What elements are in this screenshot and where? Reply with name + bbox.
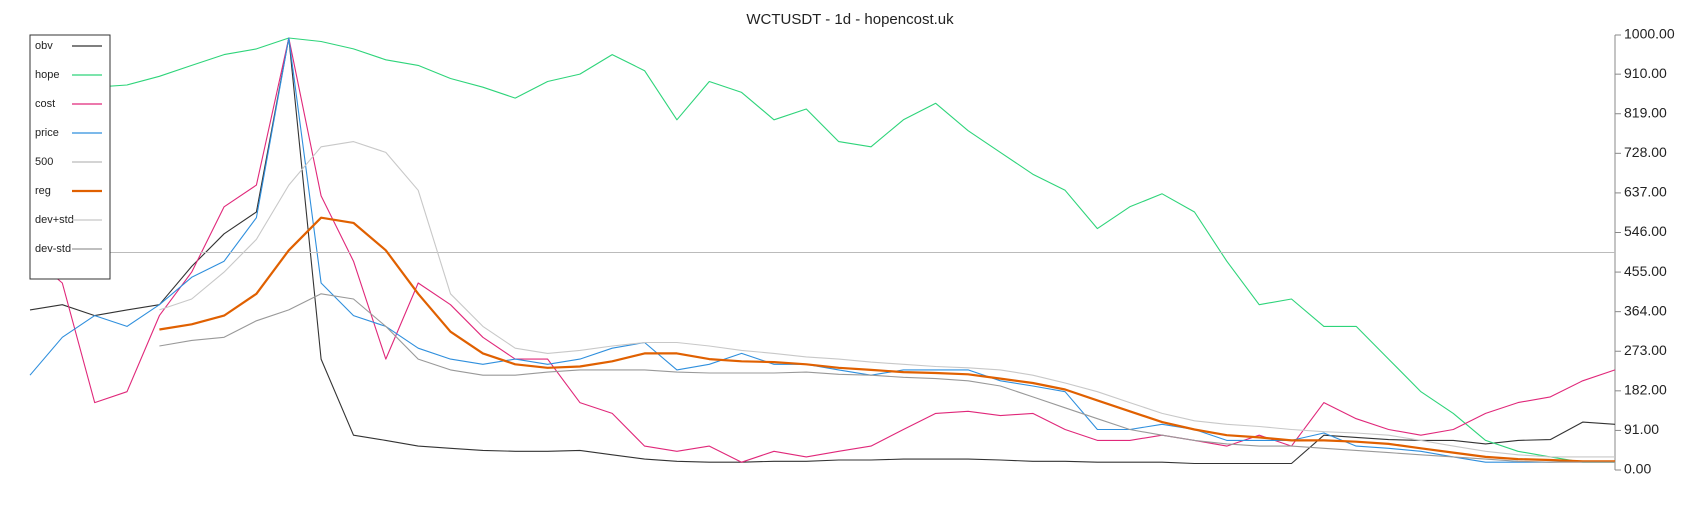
y-tick-label: 728.00 [1624, 144, 1667, 160]
y-tick-label: 273.00 [1624, 342, 1667, 358]
series-line [159, 141, 1615, 458]
legend-label: obv [35, 40, 53, 52]
chart-title: WCTUSDT - 1d - hopencost.uk [746, 11, 954, 28]
legend-label: hope [35, 69, 59, 81]
y-tick-label: 182.00 [1624, 382, 1667, 398]
y-tick-label: 637.00 [1624, 184, 1667, 200]
y-tick-label: 91.00 [1624, 421, 1659, 437]
legend-box [29, 34, 111, 280]
series-line [159, 216, 1615, 463]
series-line [29, 37, 1615, 463]
legend-label: 500 [35, 156, 53, 168]
legend-label: dev-std [35, 243, 71, 255]
series-line [29, 37, 1616, 463]
y-tick-label: 1000.00 [1624, 26, 1675, 42]
y-tick-label: 364.00 [1624, 302, 1667, 318]
legend-label: cost [35, 98, 55, 110]
y-tick-label: 455.00 [1624, 263, 1667, 279]
y-tick-label: 910.00 [1624, 65, 1667, 81]
legend-label: reg [35, 185, 51, 197]
series-line [29, 37, 1616, 465]
legend-label: dev+std [35, 214, 74, 226]
series-line [29, 37, 1615, 463]
y-tick-label: 819.00 [1624, 104, 1667, 120]
y-tick-label: 546.00 [1624, 223, 1667, 239]
y-tick-label: 0.00 [1624, 461, 1651, 477]
series-line [159, 293, 1615, 463]
legend-label: price [35, 127, 59, 139]
legend: obv hope cost price 500 reg dev+std dev-std [29, 34, 111, 280]
